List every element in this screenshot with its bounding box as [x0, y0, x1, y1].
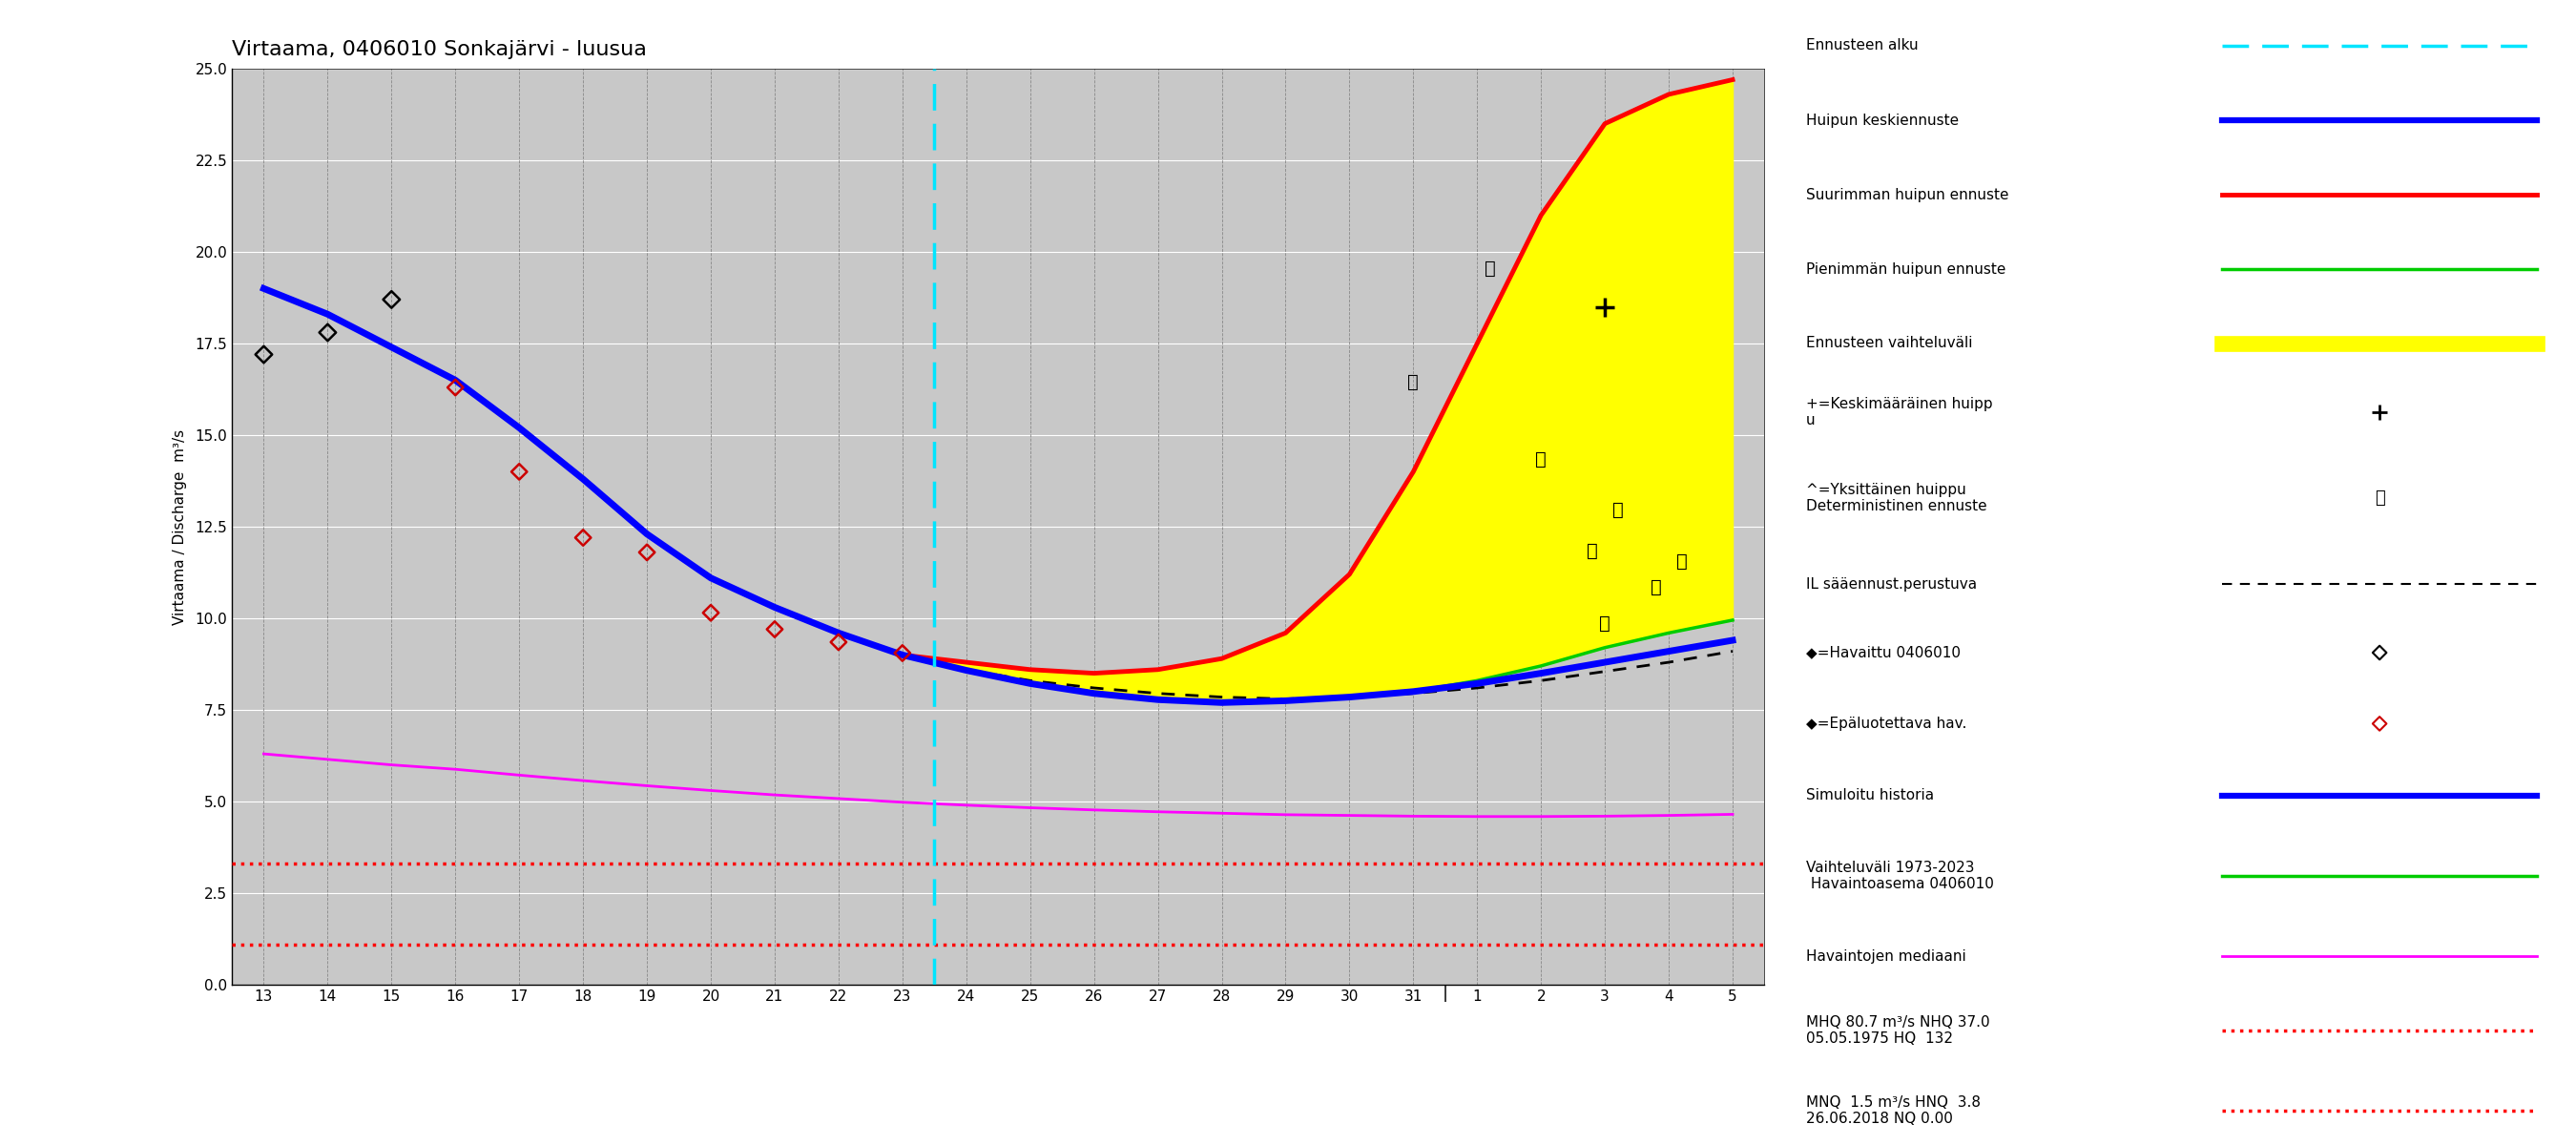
Point	[562, 529, 603, 547]
Text: ⌢: ⌢	[1406, 373, 1419, 392]
Text: ⌢: ⌢	[1600, 615, 1610, 633]
Text: Vaihteluväli 1973-2023
 Havaintoasema 0406010: Vaihteluväli 1973-2023 Havaintoasema 040…	[1806, 861, 1994, 891]
Point	[626, 543, 667, 561]
Text: ⌢: ⌢	[1651, 578, 1662, 597]
Text: ◆=Epäluotettava hav.: ◆=Epäluotettava hav.	[1806, 717, 1965, 731]
Point	[435, 378, 477, 396]
Point	[881, 643, 922, 662]
Text: ⌢: ⌢	[1587, 542, 1597, 560]
Text: Pienimmän huipun ennuste: Pienimmän huipun ennuste	[1806, 262, 2007, 276]
Text: ⌢: ⌢	[1613, 502, 1623, 520]
Point	[242, 346, 283, 364]
Text: |: |	[1443, 985, 1448, 1002]
Text: Simuloitu historia: Simuloitu historia	[1806, 789, 1935, 803]
Text: Ennusteen alku: Ennusteen alku	[1806, 39, 1919, 53]
Text: Virtaama, 0406010 Sonkajärvi - luusua: Virtaama, 0406010 Sonkajärvi - luusua	[232, 40, 647, 60]
Text: ⌢: ⌢	[1484, 260, 1497, 277]
Text: IL sääennust.perustuva: IL sääennust.perustuva	[1806, 577, 1976, 591]
Text: +=Keskimääräinen huipp
u: +=Keskimääräinen huipp u	[1806, 396, 1994, 427]
Point	[371, 291, 412, 309]
Text: Suurimman huipun ennuste: Suurimman huipun ennuste	[1806, 188, 2009, 202]
Text: Ennusteen vaihteluväli: Ennusteen vaihteluväli	[1806, 337, 1973, 350]
Point	[819, 633, 860, 652]
Text: ^=Yksittäinen huippu
Deterministinen ennuste: ^=Yksittäinen huippu Deterministinen enn…	[1806, 483, 1986, 514]
Text: Havaintojen mediaani: Havaintojen mediaani	[1806, 949, 1965, 963]
Text: MHQ 80.7 m³/s NHQ 37.0
05.05.1975 HQ  132: MHQ 80.7 m³/s NHQ 37.0 05.05.1975 HQ 132	[1806, 1014, 1989, 1047]
Point	[690, 603, 732, 622]
Text: MNQ  1.5 m³/s HNQ  3.8
26.06.2018 NQ 0.00: MNQ 1.5 m³/s HNQ 3.8 26.06.2018 NQ 0.00	[1806, 1095, 1981, 1127]
Point	[2360, 714, 2401, 733]
Text: ⌢: ⌢	[1535, 450, 1546, 468]
Text: ⌢: ⌢	[1677, 553, 1687, 570]
Text: Huipun keskiennuste: Huipun keskiennuste	[1806, 113, 1958, 127]
Text: ⌢: ⌢	[2375, 490, 2385, 506]
Point	[500, 463, 541, 481]
Point	[755, 621, 796, 639]
Y-axis label: Virtaama / Discharge  m³/s: Virtaama / Discharge m³/s	[173, 429, 188, 624]
Point	[2360, 643, 2401, 662]
Text: ◆=Havaittu 0406010: ◆=Havaittu 0406010	[1806, 646, 1960, 660]
Point	[307, 323, 348, 341]
